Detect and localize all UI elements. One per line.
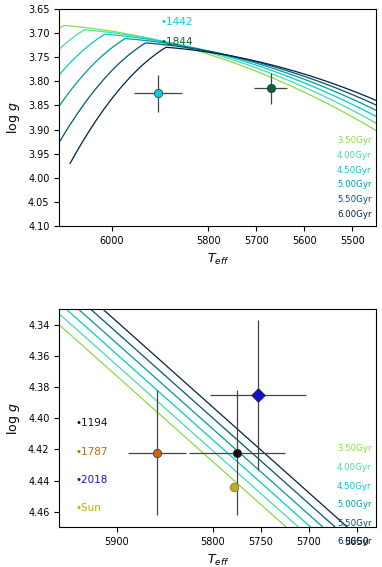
Text: 3.50Gyr: 3.50Gyr — [337, 136, 372, 145]
X-axis label: $T_{eff}$: $T_{eff}$ — [207, 553, 229, 567]
Text: •1787: •1787 — [75, 447, 108, 456]
Text: 5.50Gyr: 5.50Gyr — [337, 519, 372, 527]
Text: 4.50Gyr: 4.50Gyr — [337, 481, 372, 490]
Y-axis label: log $g$: log $g$ — [5, 101, 22, 134]
Text: 6.00Gyr: 6.00Gyr — [337, 537, 372, 546]
Text: 3.50Gyr: 3.50Gyr — [337, 445, 372, 454]
Text: 4.50Gyr: 4.50Gyr — [337, 166, 372, 175]
Text: 5.50Gyr: 5.50Gyr — [337, 195, 372, 204]
Text: •1194: •1194 — [75, 418, 108, 428]
Text: •2018: •2018 — [75, 475, 107, 485]
Text: 4.00Gyr: 4.00Gyr — [337, 463, 372, 472]
Text: 5.00Gyr: 5.00Gyr — [337, 500, 372, 509]
X-axis label: $T_{eff}$: $T_{eff}$ — [207, 252, 229, 267]
Y-axis label: log $g$: log $g$ — [5, 402, 23, 434]
Text: 6.00Gyr: 6.00Gyr — [337, 210, 372, 219]
Text: 5.00Gyr: 5.00Gyr — [337, 180, 372, 189]
Text: •1844: •1844 — [161, 37, 193, 47]
Text: •Sun: •Sun — [75, 503, 101, 513]
Text: •1442: •1442 — [161, 17, 193, 27]
Text: 4.00Gyr: 4.00Gyr — [337, 151, 372, 160]
